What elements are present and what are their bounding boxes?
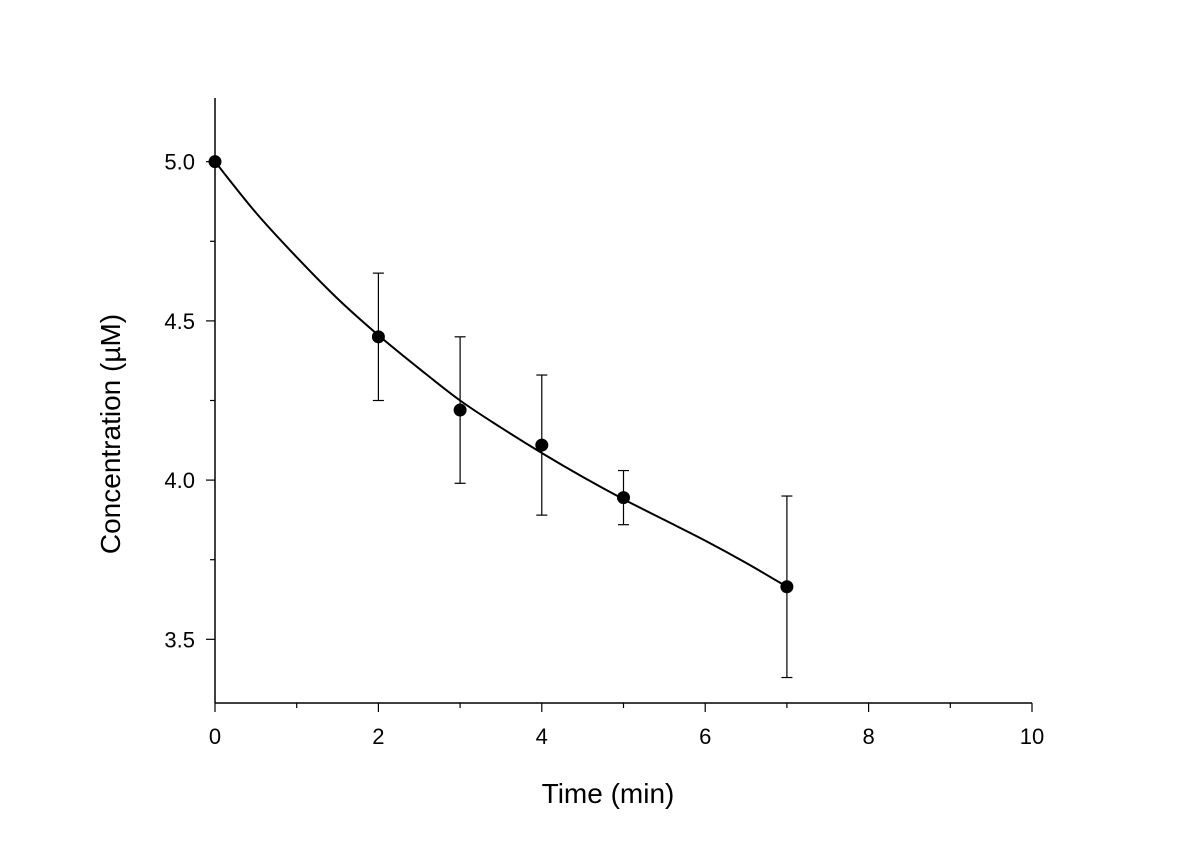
y-tick-label: 4.5 — [164, 309, 195, 334]
data-points — [208, 155, 794, 594]
x-axis-title: Time (min) — [542, 778, 675, 809]
x-tick-label: 8 — [862, 724, 874, 749]
x-tick-label: 2 — [372, 724, 384, 749]
data-point — [453, 403, 467, 417]
tick-labels: 0 2 4 6 8 10 3.5 4.0 4.5 5.0 — [164, 150, 1044, 749]
y-tick-label: 4.0 — [164, 468, 195, 493]
y-axis-title: Concentration (µM) — [95, 314, 126, 554]
error-bars — [372, 272, 793, 679]
data-point — [535, 438, 549, 452]
ticks — [206, 161, 1033, 712]
x-tick-label: 10 — [1020, 724, 1044, 749]
data-point — [780, 580, 794, 594]
axes — [214, 98, 1032, 704]
x-tick-label: 4 — [536, 724, 548, 749]
x-tick-label: 6 — [699, 724, 711, 749]
y-tick-label: 5.0 — [164, 150, 195, 175]
data-point — [371, 330, 385, 344]
fit-curve — [214, 161, 788, 588]
x-tick-label: 0 — [209, 724, 221, 749]
data-point — [208, 155, 222, 169]
fit-curve-group — [214, 161, 788, 588]
y-tick-label: 3.5 — [164, 627, 195, 652]
data-point — [617, 491, 630, 505]
